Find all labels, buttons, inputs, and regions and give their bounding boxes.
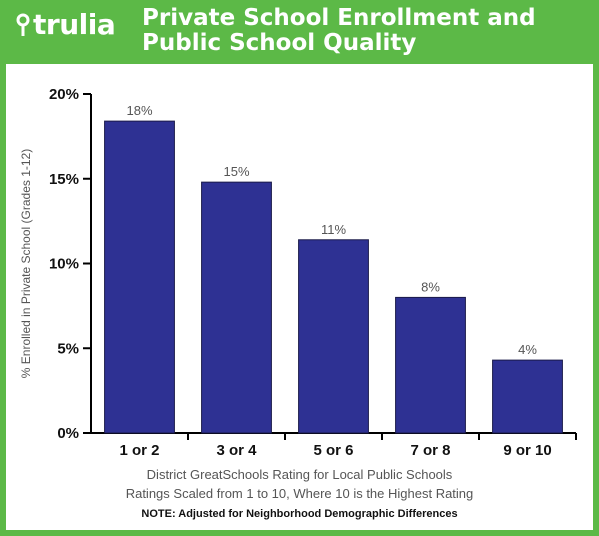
trulia-logo: trulia (16, 8, 116, 41)
y-tick-label: 15% (49, 171, 79, 188)
x-tick-label: 7 or 8 (410, 442, 450, 459)
title-line-2: Public School Quality (142, 30, 417, 56)
x-tick-label: 5 or 6 (313, 442, 353, 459)
bar (104, 120, 175, 434)
bar-value-label: 15% (223, 164, 249, 179)
chart-note: NOTE: Adjusted for Neighborhood Demograp… (141, 508, 458, 520)
bar-value-label: 11% (321, 222, 346, 237)
header: trulia Private School Enrollment and Pub… (0, 0, 599, 62)
bar (201, 181, 272, 434)
y-tick-label: 5% (57, 340, 79, 357)
bar-chart: 0% 5% 10% 15% 20% % Enrolled in Private Schoo… (19, 86, 577, 459)
bar (298, 239, 369, 434)
y-tick-label: 0% (57, 425, 79, 442)
bar-value-label: 8% (421, 279, 440, 294)
y-tick-label: 10% (49, 256, 79, 273)
bar-value-label: 4% (518, 342, 537, 357)
x-tick-label: 3 or 4 (216, 442, 257, 459)
logo-text: trulia (33, 8, 116, 41)
chart-panel: 0% 5% 10% 15% 20% % Enrolled in Private Schoo… (6, 64, 593, 530)
location-pin-icon (16, 13, 30, 36)
chart-title: Private School Enrollment and Public Sch… (142, 6, 536, 56)
bar-value-label: 18% (126, 103, 152, 118)
x-axis-title-line-1: District GreatSchools Rating for Local P… (146, 467, 453, 482)
x-tick-label: 9 or 10 (503, 442, 551, 459)
bar (395, 296, 466, 434)
x-tick-label: 1 or 2 (119, 442, 159, 459)
bar (492, 359, 563, 434)
y-tick-label: 20% (49, 86, 79, 103)
x-axis-title-line-2: Ratings Scaled from 1 to 10, Where 10 is… (125, 486, 474, 501)
title-line-1: Private School Enrollment and (142, 5, 536, 31)
y-axis-title: % Enrolled in Private School (Grades 1-1… (19, 149, 33, 378)
